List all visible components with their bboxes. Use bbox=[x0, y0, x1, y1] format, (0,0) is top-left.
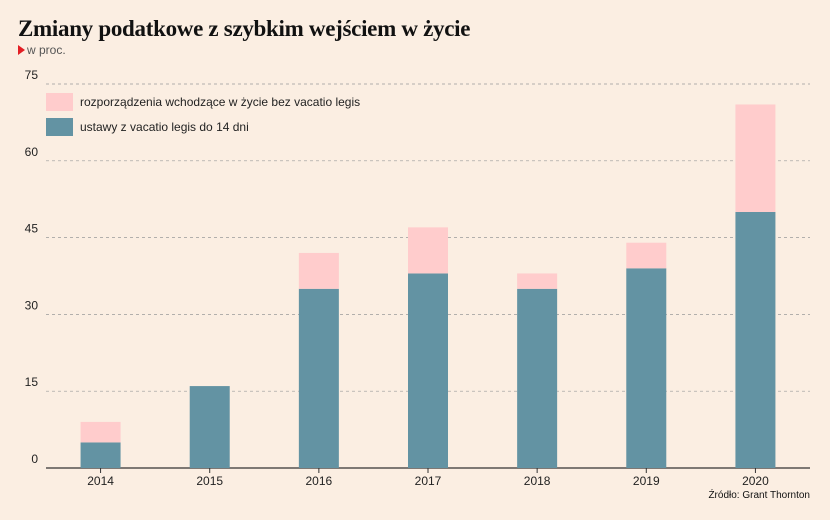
x-tick-label-2019: 2019 bbox=[633, 474, 660, 488]
y-tick-label-75: 75 bbox=[25, 68, 39, 82]
bar-ustawy-2018 bbox=[517, 288, 558, 468]
y-tick-label-30: 30 bbox=[25, 298, 39, 312]
x-tick-label-2017: 2017 bbox=[415, 474, 442, 488]
y-tick-label-60: 60 bbox=[25, 145, 39, 159]
legend-swatch-0 bbox=[46, 93, 73, 111]
bar-ustawy-2020 bbox=[735, 212, 776, 468]
bar-rozporzadzenia-2016 bbox=[298, 252, 339, 289]
x-tick-label-2018: 2018 bbox=[524, 474, 551, 488]
legend-label-1: ustawy z vacatio legis do 14 dni bbox=[80, 120, 249, 134]
subtitle-text: w proc. bbox=[27, 43, 66, 57]
bar-ustawy-2016 bbox=[298, 288, 339, 468]
bar-rozporzadzenia-2014 bbox=[80, 421, 121, 443]
chart-subtitle: w proc. bbox=[18, 43, 66, 57]
legend-swatch-1 bbox=[46, 118, 73, 136]
bar-rozporzadzenia-2018 bbox=[517, 273, 558, 289]
y-tick-label-15: 15 bbox=[25, 375, 39, 389]
bar-rozporzadzenia-2020 bbox=[735, 104, 776, 212]
red-triangle-icon bbox=[18, 45, 25, 55]
x-tick-label-2015: 2015 bbox=[196, 474, 223, 488]
bar-rozporzadzenia-2019 bbox=[626, 242, 667, 269]
source-note: Źródło: Grant Thornton bbox=[708, 490, 810, 501]
y-tick-label-45: 45 bbox=[25, 222, 39, 236]
bar-rozporzadzenia-2017 bbox=[408, 227, 448, 274]
x-tick-label-2014: 2014 bbox=[87, 474, 114, 488]
x-tick-label-2016: 2016 bbox=[306, 474, 333, 488]
x-tick-label-2020: 2020 bbox=[742, 474, 769, 488]
bar-ustawy-2019 bbox=[626, 268, 667, 468]
legend-label-0: rozporządzenia wchodzące w życie bez vac… bbox=[80, 95, 360, 109]
bar-ustawy-2015 bbox=[189, 386, 230, 468]
chart-title: Zmiany podatkowe z szybkim wejściem w ży… bbox=[18, 16, 471, 41]
y-tick-label-0: 0 bbox=[31, 452, 38, 466]
bar-ustawy-2014 bbox=[80, 442, 121, 468]
bar-ustawy-2017 bbox=[408, 273, 448, 468]
